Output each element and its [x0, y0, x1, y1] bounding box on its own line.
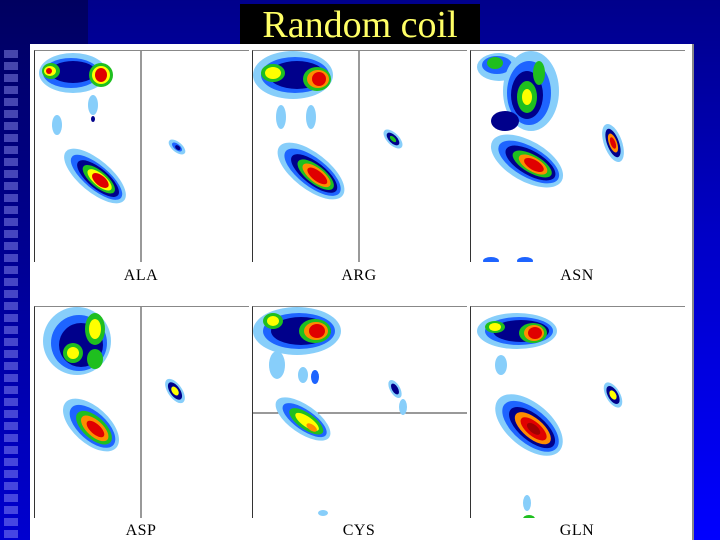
contour-cluster [63, 398, 119, 452]
contour-plot-asn [477, 51, 624, 263]
plot-panel-asp [34, 306, 249, 519]
panel-label-asn: ASN [560, 267, 594, 284]
contour-cluster [43, 307, 111, 375]
contour-cluster [277, 142, 345, 200]
contour-plot-arg [253, 51, 403, 263]
contour-plot-cys [253, 307, 467, 516]
contour-cluster [490, 134, 564, 188]
plot-panel-ala [34, 50, 249, 263]
plot-panel-arg [252, 50, 467, 263]
plot-panel-asn [470, 50, 685, 263]
contour-cluster [253, 307, 341, 355]
contour-cluster [275, 397, 331, 441]
panel-label-ala: ALA [123, 267, 159, 284]
contour-cluster [64, 148, 126, 204]
contour-plot-asp [43, 307, 185, 519]
panel-label-asp: ASP [125, 522, 157, 539]
panel-label-gln: GLN [559, 522, 595, 539]
decorative-squares [4, 50, 18, 540]
contour-plot-ala [39, 51, 186, 263]
contour-cluster [253, 51, 333, 99]
contour-plot-gln [477, 313, 623, 519]
contour-cluster [39, 53, 113, 93]
panel-label-arg: ARG [341, 267, 377, 284]
contour-cluster [477, 313, 557, 349]
panel-label-cys: CYS [342, 522, 376, 539]
plot-panel-gln [470, 306, 685, 519]
label-band-top [30, 262, 692, 302]
slide-title: Random coil [240, 4, 480, 46]
plot-panel-cys [252, 306, 467, 519]
label-band-bottom [30, 518, 692, 540]
ramachandran-figure: ALA ARG ASN [30, 44, 694, 540]
contour-cluster [495, 394, 563, 456]
contour-cluster [477, 51, 559, 131]
